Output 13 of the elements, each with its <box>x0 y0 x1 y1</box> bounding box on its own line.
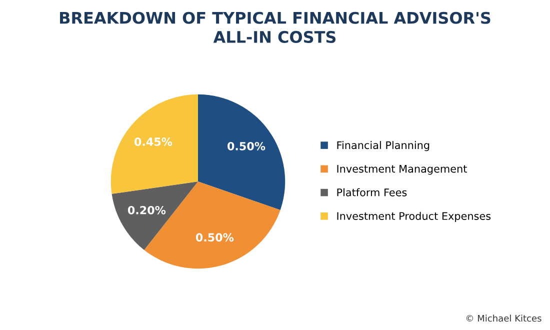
pie-slice <box>198 94 286 210</box>
data-label: 0.50% <box>228 142 266 150</box>
data-label: 0.50% <box>196 233 234 242</box>
data-label: 0.20% <box>128 206 166 214</box>
text: © Michael Kitces <box>466 314 542 322</box>
legend-label: Investment Product Expenses <box>337 212 491 222</box>
pie-slice <box>110 94 198 194</box>
legend-label: Investment Management <box>337 164 467 175</box>
pie-slice <box>112 182 198 250</box>
data-label: 0.45% <box>134 138 172 146</box>
chart-title: BREAKDOWN OF TYPICAL FINANCIAL ADVISOR'S ALL-IN COSTS <box>60 12 490 44</box>
legend-label: Financial Planning <box>337 141 430 152</box>
legend-label: Platform Fees <box>337 188 407 196</box>
